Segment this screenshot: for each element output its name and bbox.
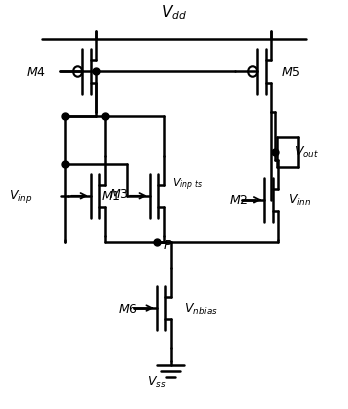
Text: $M4$: $M4$ [26, 66, 46, 79]
Text: $V_{inp}$: $V_{inp}$ [9, 188, 33, 205]
Text: $M1$: $M1$ [101, 190, 121, 203]
Text: $M5$: $M5$ [282, 66, 301, 79]
Text: $V_{dd}$: $V_{dd}$ [161, 4, 187, 22]
Text: $V_{inp\ ts}$: $V_{inp\ ts}$ [172, 176, 203, 193]
Text: $M6$: $M6$ [118, 303, 137, 316]
Text: $P$: $P$ [163, 238, 172, 252]
Text: $V_{out}$: $V_{out}$ [294, 145, 319, 160]
Text: $V_{ss}$: $V_{ss}$ [147, 373, 166, 389]
Text: $M2$: $M2$ [229, 194, 248, 207]
Text: $M3$: $M3$ [109, 188, 129, 201]
Text: $V_{inn}$: $V_{inn}$ [288, 193, 312, 208]
Text: $V_{nbias}$: $V_{nbias}$ [184, 301, 218, 316]
